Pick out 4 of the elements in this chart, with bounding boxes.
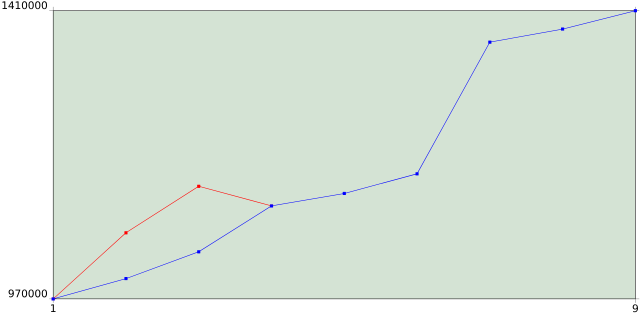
y-tick-label: 1410000 — [2, 1, 48, 9]
x-tick-label: 9 — [632, 304, 638, 312]
y-tick-label: 970000 — [8, 289, 48, 298]
x-tick-label: 1 — [51, 304, 56, 312]
